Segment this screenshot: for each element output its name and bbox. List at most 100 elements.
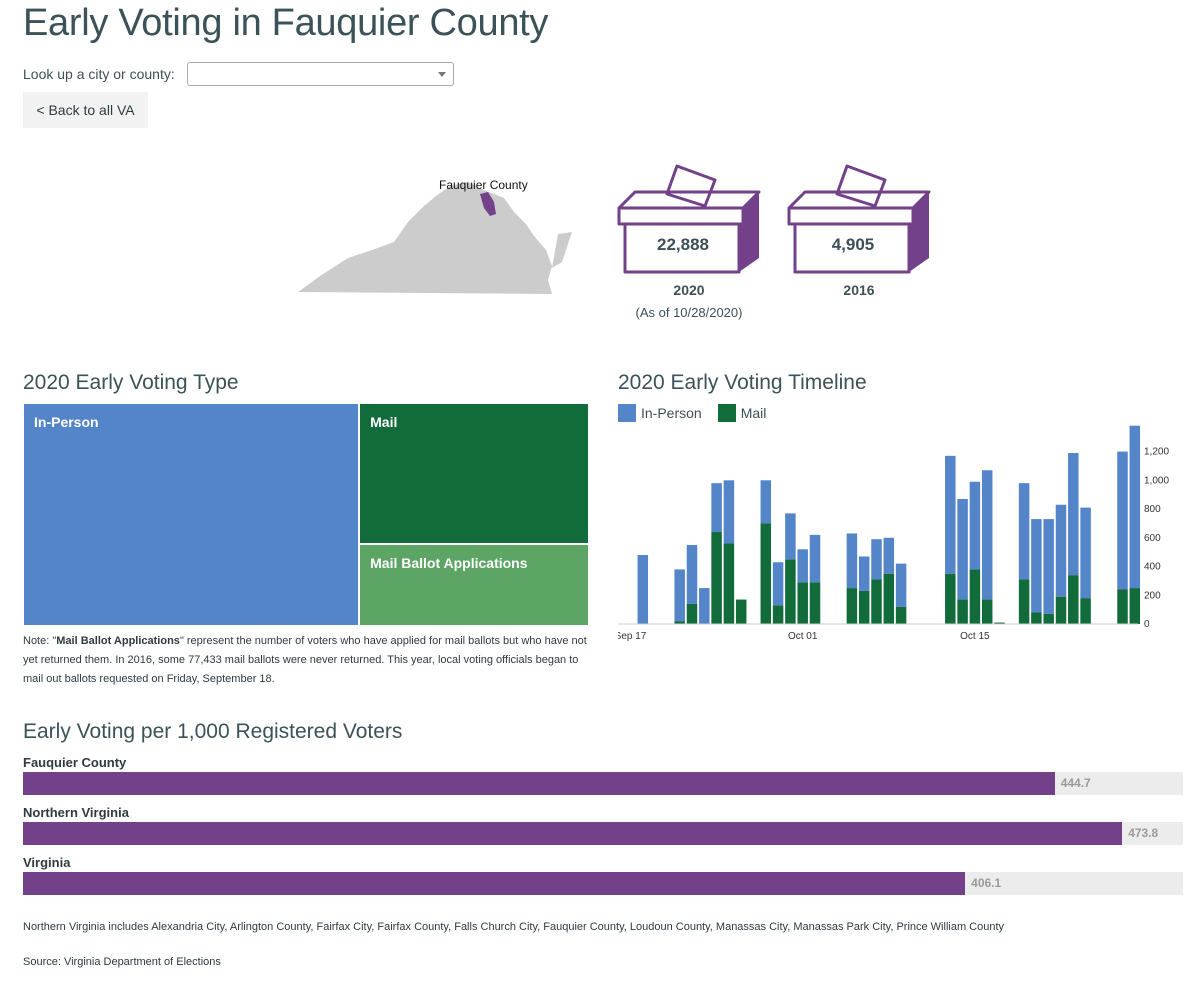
timeline-y-tick: 200 — [1144, 590, 1161, 601]
per-capita-track: 444.7 — [23, 772, 1183, 795]
note-bold: Mail Ballot Applications — [56, 635, 180, 647]
per-capita-row: Virginia 406.1 — [23, 855, 1183, 905]
timeline-bar-in-person[interactable] — [846, 533, 858, 589]
timeline-bar-in-person[interactable] — [1055, 504, 1067, 597]
timeline-bar-mail[interactable] — [674, 621, 685, 624]
timeline-bar-mail[interactable] — [1031, 612, 1042, 624]
per-capita-row: Fauquier County 444.7 — [23, 755, 1183, 805]
timeline-bar-mail[interactable] — [1080, 598, 1091, 624]
timeline-bar-in-person[interactable] — [981, 470, 993, 600]
timeline-bar-mail[interactable] — [858, 590, 870, 624]
timeline-bar-mail[interactable] — [1018, 579, 1030, 624]
legend-swatch-in-person — [618, 404, 636, 422]
timeline-bar-mail[interactable] — [723, 543, 735, 624]
per-capita-row: Northern Virginia 473.8 — [23, 805, 1183, 855]
timeline-bar-in-person[interactable] — [809, 534, 821, 583]
voting-type-title: 2020 Early Voting Type — [23, 371, 239, 394]
timeline-bar-in-person[interactable] — [1080, 507, 1091, 599]
timeline-bar-in-person[interactable] — [674, 569, 685, 622]
treemap-cell-mail[interactable]: Mail — [359, 403, 589, 545]
treemap-label-mail: Mail — [370, 414, 398, 430]
timeline-bar-mail[interactable] — [871, 579, 882, 624]
treemap-cell-in-person[interactable]: In-Person — [23, 403, 360, 626]
timeline-bar-in-person[interactable] — [883, 537, 895, 574]
timeline-bar-in-person[interactable] — [699, 588, 710, 624]
virginia-state-shape — [298, 182, 552, 294]
total-2020-value: 22,888 — [657, 235, 709, 254]
page-title: Early Voting in Fauquier County — [23, 2, 549, 44]
northern-virginia-footnote: Northern Virginia includes Alexandria Ci… — [23, 921, 1005, 933]
timeline-bar-in-person[interactable] — [1129, 425, 1141, 589]
timeline-bar-in-person[interactable] — [785, 513, 796, 560]
eastern-shore-shape — [552, 232, 572, 268]
back-to-all-va-button[interactable]: < Back to all VA — [23, 92, 148, 128]
per-capita-bar[interactable] — [23, 822, 1123, 845]
timeline-bar-mail[interactable] — [895, 606, 907, 624]
fauquier-county-shape — [480, 192, 496, 216]
per-capita-track: 473.8 — [23, 822, 1183, 845]
timeline-bar-mail[interactable] — [981, 599, 993, 624]
total-2020-year: 2020 — [673, 282, 705, 298]
timeline-bar-mail[interactable] — [772, 605, 784, 624]
timeline-bar-mail[interactable] — [883, 573, 895, 624]
timeline-x-tick: Sep 17 — [618, 631, 647, 642]
note-before: Note: " — [23, 635, 57, 647]
timeline-bar-mail[interactable] — [1117, 589, 1128, 624]
timeline-bar-mail[interactable] — [945, 573, 956, 624]
timeline-x-tick: Oct 01 — [788, 631, 818, 642]
timeline-bar-mail[interactable] — [1129, 588, 1141, 624]
per-capita-label: Northern Virginia — [23, 805, 129, 820]
timeline-bar-in-person[interactable] — [760, 480, 772, 524]
timeline-bar-in-person[interactable] — [895, 563, 907, 607]
per-capita-bar[interactable] — [23, 772, 1055, 795]
per-capita-value: 444.7 — [1060, 776, 1091, 790]
lookup-label: Look up a city or county: — [23, 66, 175, 82]
per-capita-label: Fauquier County — [23, 755, 127, 770]
timeline-bar-in-person[interactable] — [1117, 451, 1128, 590]
timeline-bar-mail[interactable] — [969, 569, 981, 624]
ballot-box-2016-icon — [787, 164, 931, 274]
timeline-bar-in-person[interactable] — [871, 539, 882, 580]
timeline-bar-in-person[interactable] — [1031, 519, 1042, 613]
timeline-bar-mail[interactable] — [994, 622, 1005, 624]
timeline-bar-in-person[interactable] — [945, 455, 956, 574]
per-capita-chart: Fauquier County 444.7 Northern Virginia … — [23, 755, 1183, 905]
timeline-legend: In-Person Mail — [618, 404, 766, 422]
timeline-bar-mail[interactable] — [785, 559, 796, 624]
timeline-bar-in-person[interactable] — [1068, 452, 1079, 576]
timeline-y-tick: 400 — [1144, 562, 1161, 573]
timeline-bar-mail[interactable] — [957, 599, 968, 624]
timeline-bar-mail[interactable] — [846, 588, 858, 624]
timeline-bar-mail[interactable] — [1043, 613, 1054, 624]
note-after: " represent the number of voters who hav… — [23, 635, 587, 685]
treemap-label-mail-applications: Mail Ballot Applications — [370, 555, 528, 572]
timeline-bar-in-person[interactable] — [772, 562, 784, 606]
timeline-bar-in-person[interactable] — [723, 480, 735, 544]
per-capita-bar[interactable] — [23, 872, 966, 895]
treemap-cell-mail-applications[interactable]: Mail Ballot Applications — [359, 544, 589, 626]
timeline-bar-mail[interactable] — [809, 582, 821, 624]
timeline-bar-in-person[interactable] — [686, 544, 698, 604]
timeline-bar-in-person[interactable] — [1018, 483, 1030, 580]
timeline-bar-mail[interactable] — [686, 603, 698, 624]
timeline-bar-in-person[interactable] — [957, 498, 968, 600]
timeline-x-tick: Oct 15 — [960, 631, 990, 642]
timeline-bar-in-person[interactable] — [1043, 519, 1054, 614]
timeline-chart: 0 200 400 600 800 1,000 1,200 Sep 17 Oct 01 Oct 1… — [618, 425, 1169, 642]
source-note: Source: Virginia Department of Elections — [23, 956, 221, 968]
city-county-select[interactable] — [187, 62, 454, 86]
treemap-label-in-person: In-Person — [34, 414, 99, 430]
timeline-bar-mail[interactable] — [1068, 575, 1079, 624]
timeline-bar-mail[interactable] — [760, 523, 772, 624]
timeline-title: 2020 Early Voting Timeline — [618, 371, 867, 394]
map-county-label: Fauquier County — [439, 178, 528, 192]
timeline-bar-mail[interactable] — [735, 599, 747, 624]
timeline-bar-mail[interactable] — [1055, 596, 1067, 624]
timeline-bar-mail[interactable] — [711, 532, 722, 624]
timeline-bar-mail[interactable] — [797, 582, 808, 624]
timeline-bar-in-person[interactable] — [858, 556, 870, 591]
timeline-bar-in-person[interactable] — [711, 483, 722, 533]
timeline-bar-in-person[interactable] — [797, 549, 808, 583]
timeline-bar-in-person[interactable] — [637, 555, 649, 624]
timeline-bar-in-person[interactable] — [969, 481, 981, 570]
